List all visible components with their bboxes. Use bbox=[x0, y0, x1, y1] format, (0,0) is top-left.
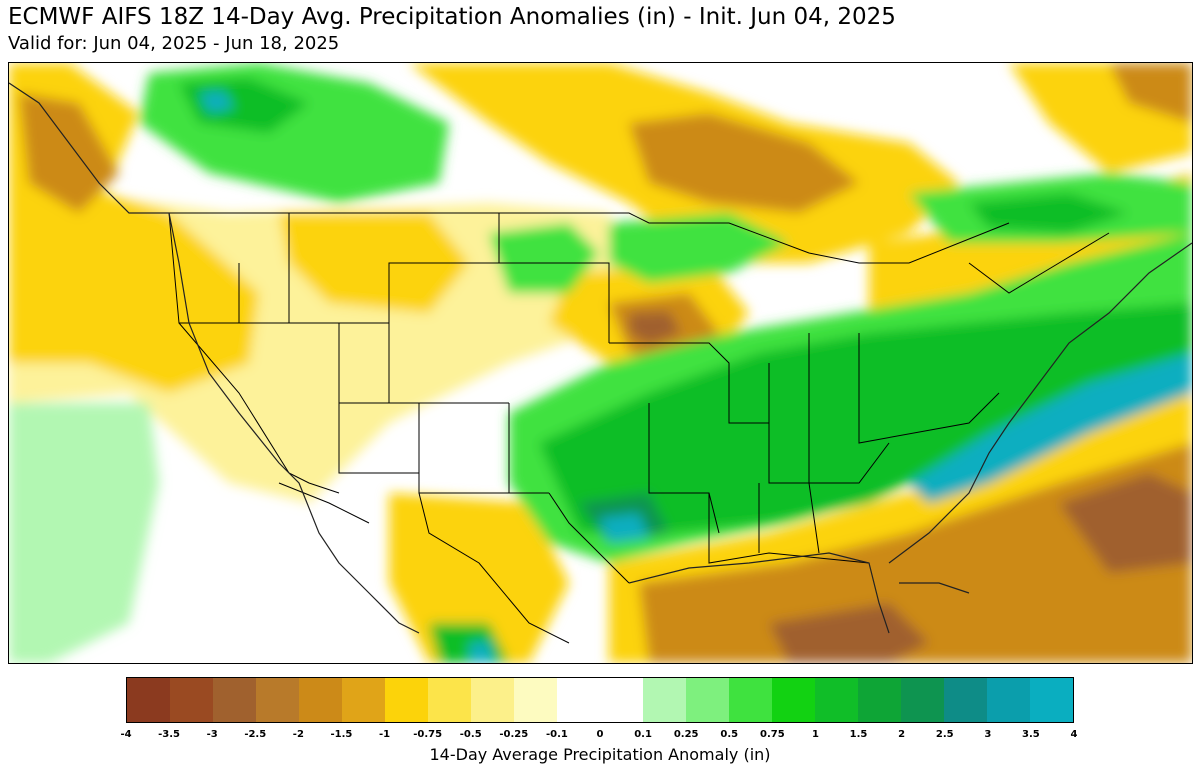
colorbar-swatch bbox=[385, 678, 428, 722]
anomaly-region-dry-strong bbox=[629, 311, 681, 345]
anomaly-region-wet-max bbox=[909, 353, 1192, 503]
colorbar-swatch bbox=[729, 678, 772, 722]
colorbar-tick-label: 3 bbox=[984, 729, 992, 740]
colorbar-swatch bbox=[1030, 678, 1073, 722]
page-subtitle: Valid for: Jun 04, 2025 - Jun 18, 2025 bbox=[8, 33, 340, 54]
colorbar-swatch bbox=[643, 678, 686, 722]
anomaly-region-wet-moderate bbox=[179, 78, 309, 133]
colorbar-tick-label: -1.5 bbox=[330, 729, 353, 740]
colorbar-ticks: -4 -3.5 -3 -2.5 -2 -1.5 -1 -0.75 -0.5 -0.25 -0.1 0 0… bbox=[120, 729, 1077, 743]
anomaly-region-wet-slight bbox=[9, 403, 159, 663]
colorbar-swatch bbox=[471, 678, 514, 722]
colorbar-swatch bbox=[428, 678, 471, 722]
colorbar bbox=[126, 677, 1074, 723]
colorbar-tick-label: -0.1 bbox=[545, 729, 568, 740]
colorbar-swatch bbox=[557, 678, 600, 722]
colorbar-label: 14-Day Average Precipitation Anomaly (in… bbox=[429, 745, 771, 764]
colorbar-tick-label: -0.75 bbox=[413, 729, 443, 740]
colorbar-tick-label: 0.1 bbox=[634, 729, 652, 740]
colorbar-tick-label: -2 bbox=[292, 729, 304, 740]
anomaly-region-wet-max bbox=[599, 513, 649, 543]
colorbar-swatch bbox=[600, 678, 643, 722]
colorbar-tick-label: 2.5 bbox=[935, 729, 954, 740]
colorbar-tick-label: -0.25 bbox=[499, 729, 529, 740]
anomaly-region-wet-mild bbox=[609, 213, 789, 283]
colorbar-tick-label: -3.5 bbox=[158, 729, 181, 740]
colorbar-tick-label: -4 bbox=[120, 729, 132, 740]
colorbar-swatch bbox=[815, 678, 858, 722]
anomaly-region-dry-moderate bbox=[1109, 63, 1192, 123]
colorbar-swatch bbox=[858, 678, 901, 722]
colorbar-tick-label: -1 bbox=[378, 729, 391, 740]
coastlines bbox=[9, 82, 1192, 634]
anomaly-region-dry-moderate bbox=[19, 93, 119, 213]
precipitation-anomaly-map bbox=[8, 62, 1193, 664]
colorbar-swatch bbox=[987, 678, 1030, 722]
colorbar-swatch bbox=[256, 678, 299, 722]
colorbar-swatch bbox=[127, 678, 170, 722]
anomaly-region-dry-mild bbox=[279, 213, 469, 313]
colorbar-swatch bbox=[299, 678, 342, 722]
colorbar-tick-label: 2 bbox=[898, 729, 906, 740]
anomaly-region-dry-moderate bbox=[629, 113, 859, 213]
anomaly-region-dry-moderate bbox=[639, 443, 1192, 663]
colorbar-tick-label: 4 bbox=[1070, 729, 1078, 740]
anomaly-region-wet-max bbox=[469, 641, 494, 663]
colorbar-swatch bbox=[213, 678, 256, 722]
anomaly-region-dry-strong bbox=[769, 603, 929, 663]
page-title: ECMWF AIFS 18Z 14-Day Avg. Precipitation… bbox=[8, 4, 896, 30]
colorbar-swatch bbox=[944, 678, 987, 722]
anomaly-region-dry-strong bbox=[1059, 473, 1192, 573]
colorbar-tick-label: 0.25 bbox=[673, 729, 699, 740]
colorbar-swatch bbox=[514, 678, 557, 722]
map-canvas bbox=[9, 63, 1192, 663]
colorbar-tick-label: 0.5 bbox=[720, 729, 739, 740]
colorbar-tick-label: -3 bbox=[206, 729, 218, 740]
colorbar-swatch bbox=[772, 678, 815, 722]
colorbar-tick-label: -2.5 bbox=[244, 729, 267, 740]
colorbar-swatch bbox=[170, 678, 213, 722]
anomaly-region-dry-mild bbox=[9, 163, 259, 393]
colorbar-tick-label: -0.5 bbox=[459, 729, 482, 740]
anomaly-field bbox=[9, 63, 1192, 663]
colorbar-tick-label: 0.75 bbox=[760, 729, 785, 740]
colorbar-swatch bbox=[686, 678, 729, 722]
colorbar-tick-label: 3.5 bbox=[1022, 729, 1040, 740]
state-borders bbox=[168, 212, 1110, 644]
colorbar-tick-label: 0 bbox=[596, 729, 604, 740]
anomaly-region-wet-moderate bbox=[539, 303, 1192, 533]
colorbar-tick-label: 1.5 bbox=[849, 729, 868, 740]
anomaly-region-wet-max bbox=[199, 91, 234, 113]
colorbar-tick-label: 1 bbox=[811, 729, 819, 740]
anomaly-region-wet-mild bbox=[489, 223, 599, 293]
colorbar-swatch bbox=[342, 678, 385, 722]
colorbar-swatch bbox=[901, 678, 944, 722]
